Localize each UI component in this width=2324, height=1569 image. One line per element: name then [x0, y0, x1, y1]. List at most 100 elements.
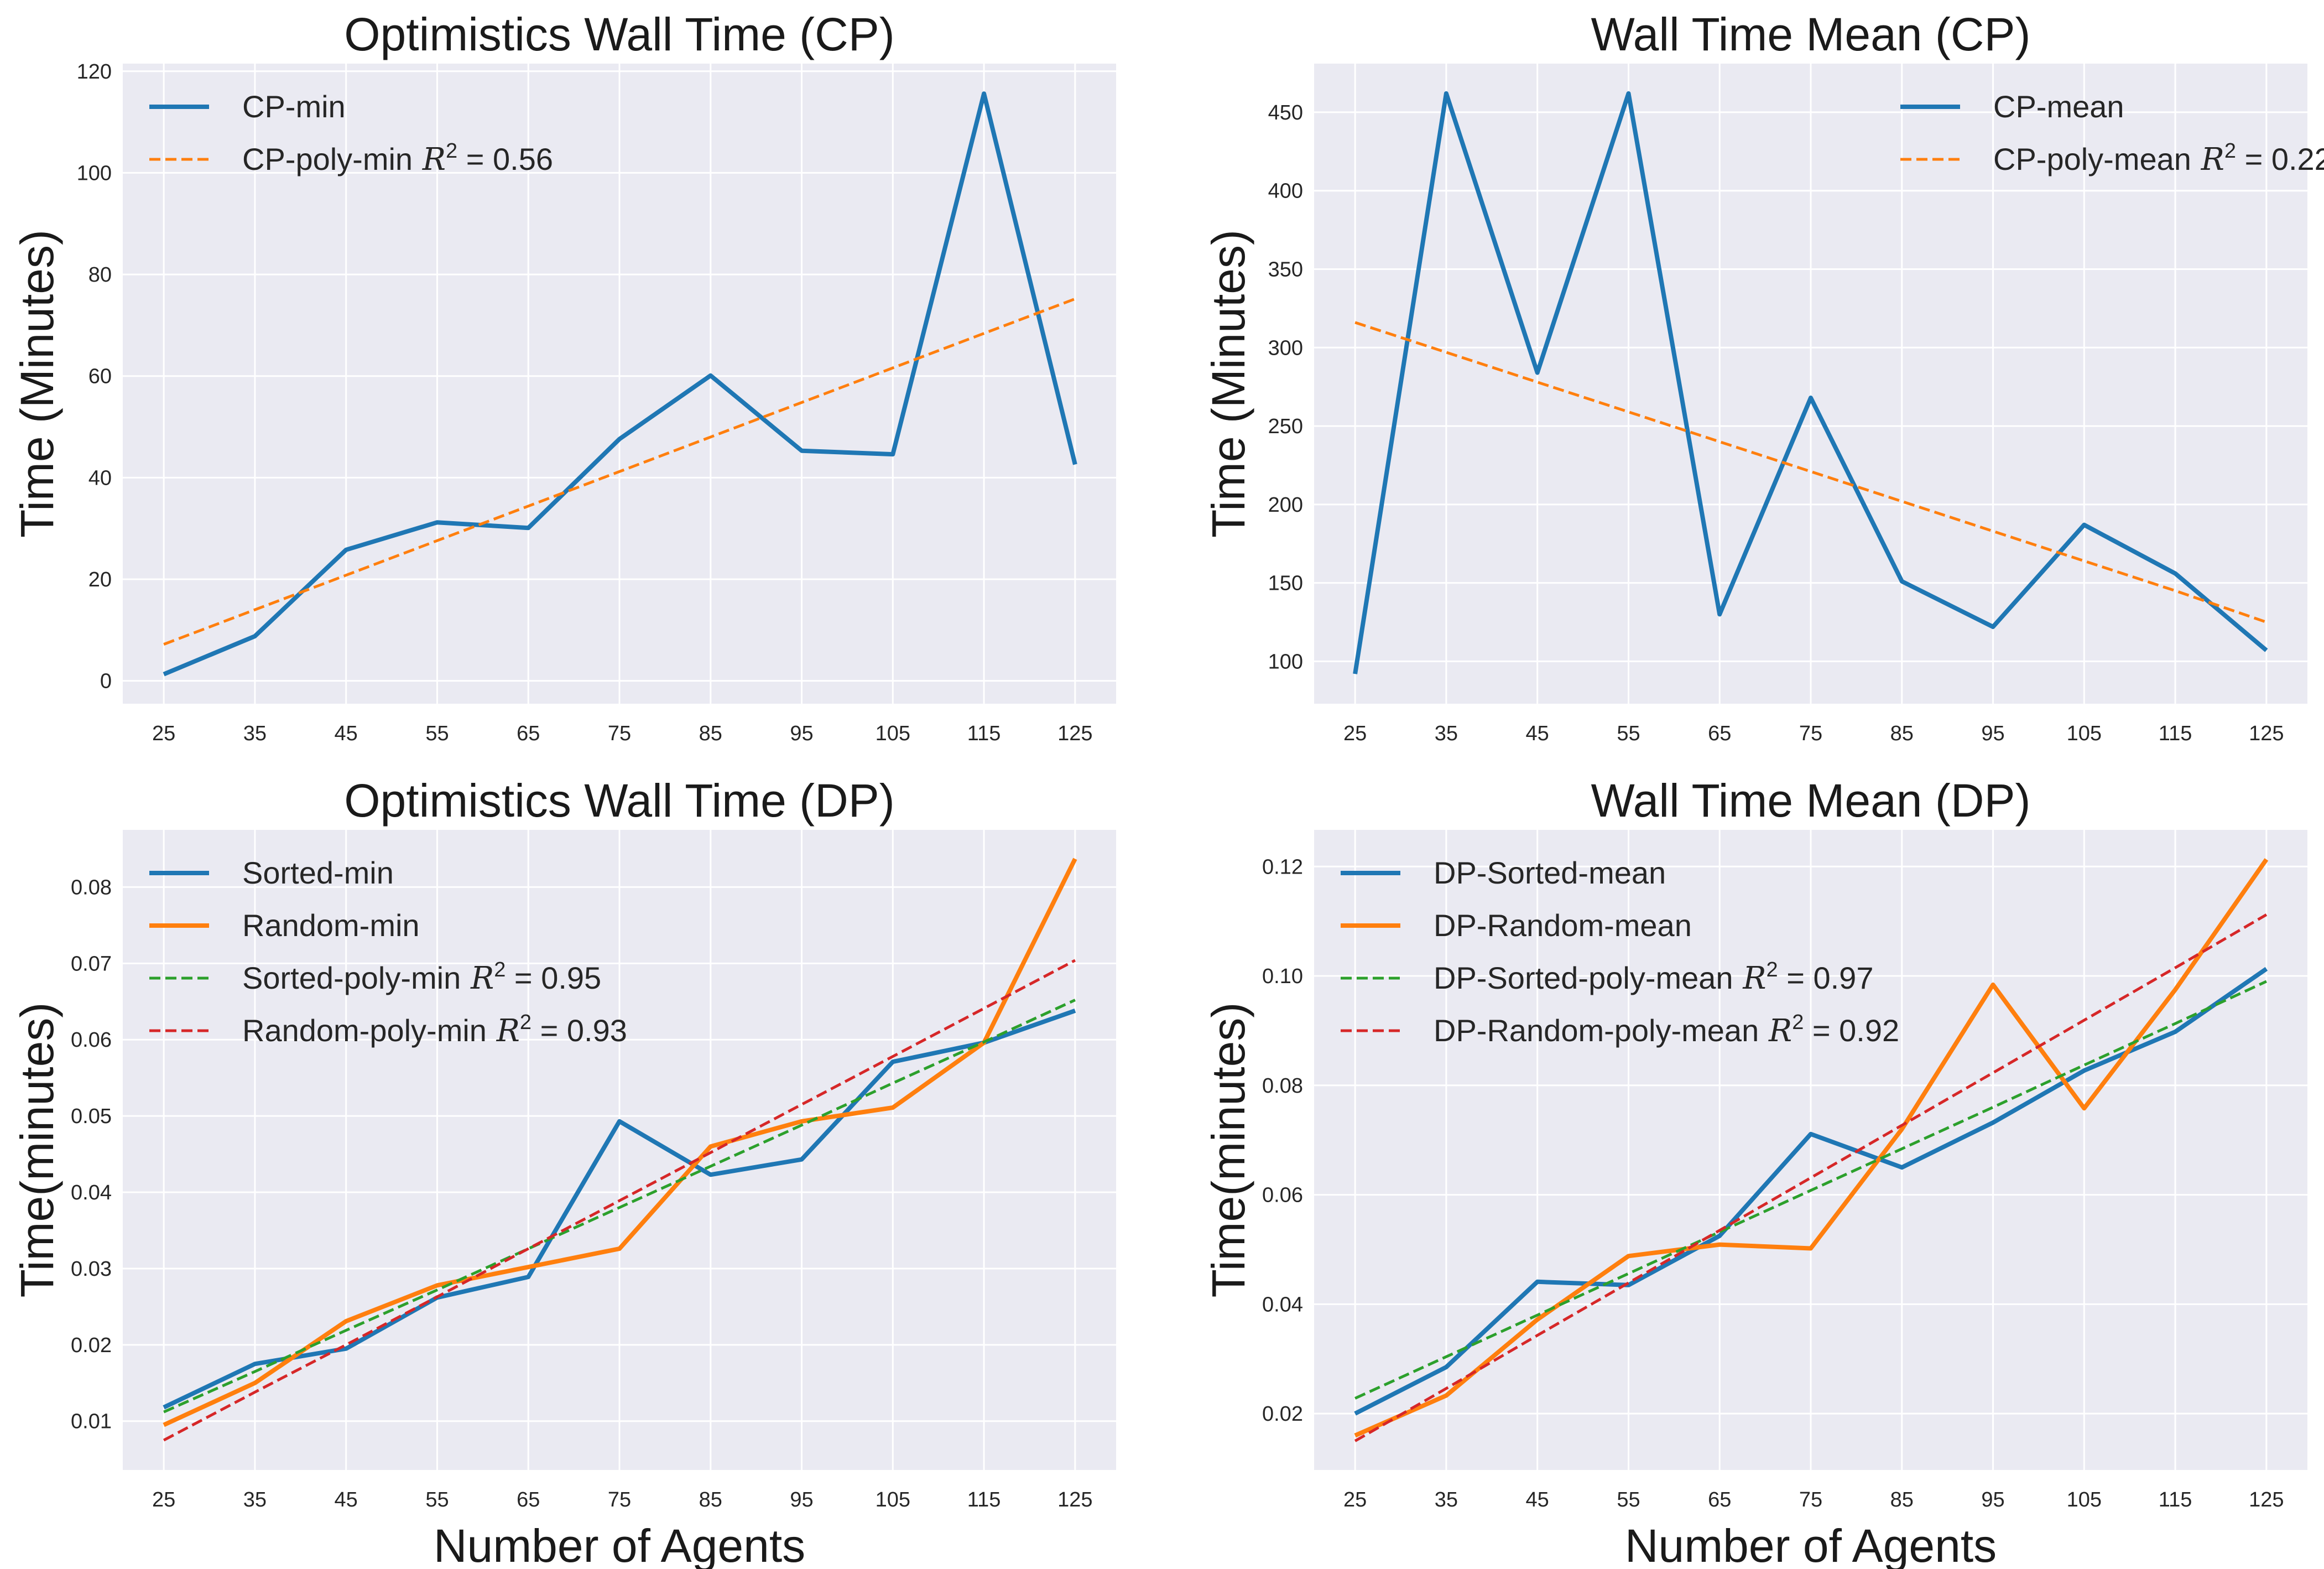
x-tick-label: 75: [1799, 1488, 1822, 1511]
x-axis-label: Number of Agents: [434, 1520, 805, 1569]
legend-label: Sorted-min: [242, 855, 394, 890]
x-tick-label: 65: [1708, 1488, 1731, 1511]
x-tick-label: 75: [608, 722, 631, 745]
legend-label: CP-min: [242, 89, 346, 124]
x-tick-label: 115: [2159, 722, 2192, 745]
chart-title: Optimistics Wall Time (CP): [344, 8, 895, 60]
x-tick-label: 25: [152, 722, 175, 745]
y-tick-label: 100: [77, 162, 112, 185]
x-tick-label: 55: [425, 722, 449, 745]
x-tick-label: 85: [1890, 1488, 1914, 1511]
x-tick-label: 115: [967, 1488, 1001, 1511]
chart-panel-1: 25 35 45 55 65 75 85 95 105 115 125 0 20 40 60 80 100 120…: [11, 8, 1116, 745]
x-tick-label: 105: [2067, 1488, 2102, 1511]
y-tick-label: 0.04: [71, 1181, 112, 1204]
y-tick-label: 60: [88, 365, 112, 388]
x-tick-label: 35: [243, 722, 267, 745]
x-tick-label: 35: [243, 1488, 267, 1511]
legend-label: Sorted-poly-min R2 = 0.95: [242, 958, 601, 996]
x-tick-label: 105: [2067, 722, 2102, 745]
series-line-cp-mean: [1353, 91, 2268, 674]
x-tick-label: 85: [699, 722, 722, 745]
x-tick-label: 95: [790, 1488, 813, 1511]
legend-label: CP-poly-mean R2 = 0.22: [1993, 139, 2324, 178]
y-tick-label: 0.06: [1262, 1184, 1303, 1207]
y-axis-label: Time (Minutes): [1202, 230, 1254, 538]
legend-label: DP-Sorted-mean: [1434, 855, 1666, 890]
x-tick-label: 45: [335, 1488, 358, 1511]
x-tick-label: 65: [1708, 722, 1731, 745]
y-tick-label: 0.04: [1262, 1293, 1303, 1316]
legend-label: Random-poly-min R2 = 0.93: [242, 1011, 627, 1049]
y-tick-label: 80: [88, 263, 112, 287]
y-tick-label: 20: [88, 568, 112, 591]
x-tick-label: 55: [1617, 722, 1640, 745]
x-tick-label: 115: [967, 722, 1001, 745]
y-tick-label: 0.05: [71, 1105, 112, 1128]
chart-panel-3: 25 35 45 55 65 75 85 95 105 115 125 0.01 0.02 0.03 0.0…: [11, 775, 1116, 1569]
y-tick-label: 0.12: [1262, 855, 1303, 879]
x-tick-label: 105: [876, 722, 910, 745]
x-tick-label: 25: [1343, 1488, 1367, 1511]
y-tick-label: 400: [1268, 180, 1303, 203]
series-line-cp-min: [163, 91, 1077, 677]
x-tick-label: 75: [608, 1488, 631, 1511]
x-tick-label: 95: [790, 722, 813, 745]
y-tick-label: 150: [1268, 572, 1303, 595]
x-tick-label: 75: [1799, 722, 1822, 745]
legend-label: DP-Sorted-poly-mean R2 = 0.97: [1434, 958, 1873, 996]
y-tick-label: 0.10: [1262, 965, 1303, 988]
x-tick-label: 125: [2249, 722, 2284, 745]
y-tick-label: 0.01: [71, 1410, 112, 1433]
chart-panel-2: 25 35 45 55 65 75 85 95 105 115 125 100 150 200 250 300…: [1202, 8, 2324, 745]
y-tick-label: 300: [1268, 336, 1303, 360]
x-tick-label: 95: [1981, 722, 2004, 745]
y-axis-label: Time(minutes): [11, 1002, 63, 1298]
legend-label: CP-poly-min R2 = 0.56: [242, 139, 553, 178]
legend-label: Random-min: [242, 908, 420, 943]
series-line-dp-random-poly-mean: [1354, 913, 2268, 1442]
chart-title: Wall Time Mean (CP): [1591, 8, 2030, 60]
x-tick-label: 25: [152, 1488, 175, 1511]
y-axis-label: Time(minutes): [1202, 1002, 1254, 1298]
x-tick-label: 45: [1526, 1488, 1549, 1511]
x-tick-label: 115: [2159, 1488, 2192, 1511]
series-line-dp-sorted-poly-mean: [1354, 980, 2267, 1400]
y-tick-label: 0.02: [71, 1334, 112, 1357]
y-tick-label: 0.06: [71, 1028, 112, 1052]
legend-label: DP-Random-poly-mean R2 = 0.92: [1434, 1011, 1899, 1049]
x-tick-label: 35: [1435, 722, 1458, 745]
y-tick-label: 120: [77, 60, 112, 84]
y-tick-label: 0.08: [1262, 1074, 1303, 1098]
y-tick-label: 350: [1268, 258, 1303, 281]
chart-panel-4: 25 35 45 55 65 75 85 95 105 115 125 0.02 0.04 0.06 0.0…: [1202, 775, 2307, 1569]
y-tick-label: 0.03: [71, 1258, 112, 1281]
y-tick-label: 0.07: [71, 952, 112, 975]
series-line-random-min: [163, 858, 1077, 1427]
x-tick-label: 85: [1890, 722, 1914, 745]
series-line-random-poly-min: [163, 959, 1076, 1442]
y-axis-label: Time (Minutes): [11, 230, 63, 538]
y-tick-label: 250: [1268, 415, 1303, 438]
series-line-sorted-min: [163, 1009, 1076, 1410]
series-line-cp-poly-min: [163, 297, 1076, 646]
series-line-dp-sorted-mean: [1354, 967, 2268, 1416]
x-tick-label: 45: [335, 722, 358, 745]
chart-title: Wall Time Mean (DP): [1591, 775, 2030, 827]
series-line-dp-random-mean: [1354, 858, 2269, 1438]
x-tick-label: 125: [1057, 1488, 1092, 1511]
x-tick-label: 95: [1981, 1488, 2004, 1511]
x-tick-label: 85: [699, 1488, 722, 1511]
x-tick-label: 125: [1057, 722, 1092, 745]
y-tick-label: 200: [1268, 493, 1303, 517]
series-line-sorted-poly-min: [163, 999, 1076, 1414]
x-tick-label: 45: [1526, 722, 1549, 745]
x-tick-label: 25: [1343, 722, 1367, 745]
y-tick-label: 0.02: [1262, 1402, 1303, 1426]
legend-label: CP-mean: [1993, 89, 2124, 124]
y-tick-label: 450: [1268, 101, 1303, 124]
legend-label: DP-Random-mean: [1434, 908, 1692, 943]
x-tick-label: 105: [876, 1488, 910, 1511]
y-tick-label: 40: [88, 466, 112, 490]
